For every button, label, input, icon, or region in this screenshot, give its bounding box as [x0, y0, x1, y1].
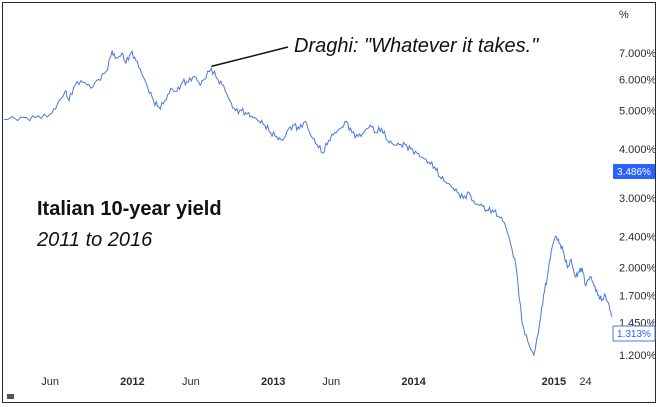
chart-subtitle: 2011 to 2016 [36, 229, 153, 251]
last-value-text: 1.313% [617, 329, 651, 340]
x-tick-label: 2015 [542, 376, 566, 388]
y-tick-label: 5.000% [619, 106, 657, 118]
y-tick-label: 6.000% [619, 74, 657, 86]
x-tick-label: 2013 [261, 376, 285, 388]
y-axis: 7.000% 6.000% 5.000% 4.000% 3.000% 2.400% 2.00… [619, 48, 657, 362]
y-tick-label: 2.400% [619, 231, 657, 243]
annotation-leader-line [211, 46, 289, 68]
annotation-text: Draghi: "Whatever it takes." [294, 35, 539, 57]
y-tick-label: 1.200% [619, 350, 657, 362]
y-tick-label: 4.000% [619, 144, 657, 156]
x-axis: Jun 2012 Jun 2013 Jun 2014 2015 24 [41, 376, 591, 388]
x-tick-label: 24 [579, 376, 591, 388]
y-tick-label: 7.000% [619, 48, 657, 60]
series-group [3, 50, 613, 357]
current-value-text: 3.486% [617, 167, 651, 178]
y-tick-label: 3.000% [619, 193, 657, 205]
x-tick-label: Jun [41, 376, 59, 388]
x-tick-label: Jun [322, 376, 340, 388]
chart-frame [2, 2, 656, 403]
x-tick-label: Jun [182, 376, 200, 388]
x-tick-label: 2014 [401, 376, 426, 388]
chart-title: Italian 10-year yield [37, 198, 222, 220]
y-tick-label: 1.700% [619, 290, 657, 302]
current-value-badge: 3.486% [613, 164, 655, 179]
yield-series-line [3, 50, 613, 357]
x-tick-label: 2012 [120, 376, 144, 388]
unit-label: % [619, 9, 629, 21]
last-value-badge: 1.313% [612, 325, 656, 342]
y-tick-label: 2.000% [619, 263, 657, 275]
tradingview-logo [7, 394, 14, 399]
